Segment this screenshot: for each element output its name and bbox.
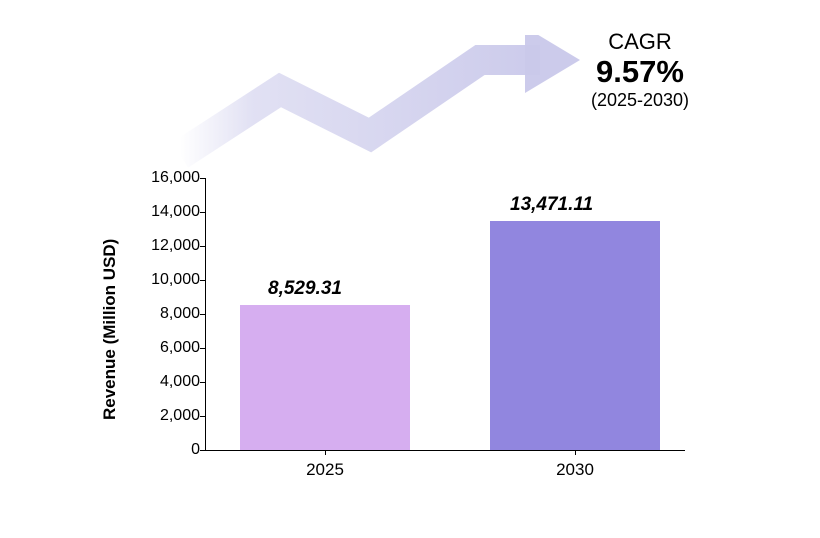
- x-tickmark: [325, 450, 326, 455]
- y-tickmark: [200, 246, 205, 247]
- cagr-block: CAGR 9.57% (2025-2030): [550, 30, 730, 111]
- bar-2030: [490, 221, 660, 450]
- growth-arrow-icon: [160, 35, 580, 175]
- y-tickmark: [200, 212, 205, 213]
- y-tick-0: 0: [120, 441, 200, 459]
- cagr-range: (2025-2030): [550, 90, 730, 112]
- y-tickmark: [200, 348, 205, 349]
- y-tick-3: 6,000: [120, 339, 200, 357]
- bar-label-2030: 13,471.11: [490, 194, 660, 216]
- chart-container: CAGR 9.57% (2025-2030) Revenue (Million …: [0, 0, 820, 538]
- y-tick-7: 14,000: [120, 203, 200, 221]
- bar-2025: [240, 305, 410, 450]
- x-axis-line: [205, 450, 685, 451]
- cagr-label: CAGR: [550, 30, 730, 54]
- y-tick-2: 4,000: [120, 373, 200, 391]
- x-tickmark: [575, 450, 576, 455]
- bar-label-2025: 8,529.31: [240, 278, 410, 300]
- y-tickmark: [200, 280, 205, 281]
- y-tickmark: [200, 416, 205, 417]
- y-tick-4: 8,000: [120, 305, 200, 323]
- cagr-value: 9.57%: [550, 54, 730, 90]
- y-axis-line: [205, 178, 206, 450]
- y-tick-1: 2,000: [120, 407, 200, 425]
- y-tickmark: [200, 178, 205, 179]
- x-tick-2025: 2025: [240, 460, 410, 480]
- plot-area: [205, 178, 685, 450]
- y-tick-6: 12,000: [120, 237, 200, 255]
- y-tick-5: 10,000: [120, 271, 200, 289]
- y-tick-8: 16,000: [120, 169, 200, 187]
- y-tickmark: [200, 450, 205, 451]
- y-tickmark: [200, 314, 205, 315]
- y-axis-title: Revenue (Million USD): [100, 239, 120, 420]
- x-tick-2030: 2030: [490, 460, 660, 480]
- y-tickmark: [200, 382, 205, 383]
